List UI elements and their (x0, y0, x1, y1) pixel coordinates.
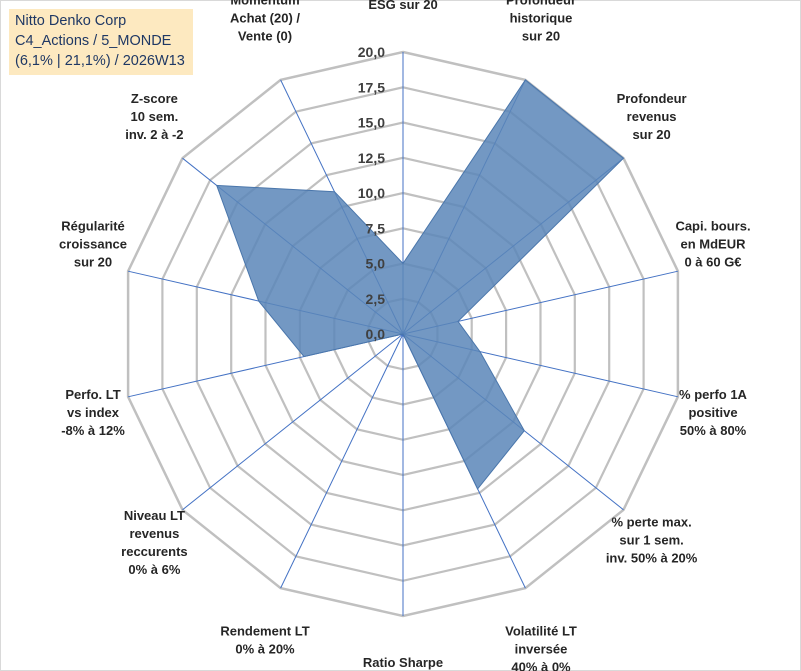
axis-label-line: sur 1 sem. (619, 532, 683, 547)
axis-label: Volatilité LT inversée 40% à 0% (505, 624, 577, 671)
axis-label: Z-score 10 sem. inv. 2 à -2 (125, 91, 183, 142)
axis-label-line: Ratio Sharpe (363, 655, 443, 670)
tick-label: 7,5 (366, 220, 386, 236)
portfolio-stats: (6,1% | 21,1%) / 2026W13 (15, 53, 185, 69)
series-area (215, 79, 625, 490)
axis-label-line: vs index (67, 405, 120, 420)
axis-label-line: revenus (129, 526, 179, 541)
tick-label: 5,0 (366, 256, 386, 272)
axis-label-line: reccurents (121, 544, 187, 559)
axis-label: % perfo 1A positive 50% à 80% (679, 387, 748, 438)
axis-label: Rendement LT 0% à 20% (220, 624, 309, 657)
axis-label-line: Achat (20) / (230, 11, 300, 26)
axis-label-line: inv. 50% à 20% (606, 550, 698, 565)
tick-label: 15,0 (358, 115, 385, 131)
axis-label-line: inversée (515, 642, 568, 657)
axis-label-line: positive (688, 405, 737, 420)
portfolio-path: C4_Actions / 5_MONDE (15, 33, 172, 49)
axis-spoke (182, 333, 404, 511)
series-layer (215, 79, 625, 490)
axis-label-line: Rendement LT (220, 624, 309, 639)
axis-label: Capi. bours. en MdEUR 0 à 60 G€ (675, 218, 750, 269)
axis-label-line: 50% à 80% (680, 423, 747, 438)
tick-label: 20,0 (358, 44, 385, 60)
axis-label-line: sur 20 (74, 254, 112, 269)
axis-label-line: revenus (627, 109, 677, 124)
axis-label-line: 0% à 6% (128, 562, 180, 577)
axis-label-line: sur 20 (632, 127, 670, 142)
axis-label-line: Profondeur (617, 91, 687, 106)
label-layer: NoteESG sur 20 Profondeur historique sur 20… (59, 0, 751, 671)
axis-label: Momentum Achat (20) / Vente (0) (230, 0, 300, 44)
axis-label-line: Profondeur (506, 0, 576, 8)
axis-label: Profondeur historique sur 20 (506, 0, 576, 44)
axis-label-line: Volatilité LT (505, 624, 577, 639)
tick-label: 2,5 (366, 291, 386, 307)
axis-label-line: inv. 2 à -2 (125, 127, 183, 142)
axis-label: Régularité croissance sur 20 (59, 218, 127, 269)
axis-label-line: 0 à 60 G€ (684, 254, 741, 269)
axis-label-line: % perte max. (611, 514, 691, 529)
axis-label-line: 0% à 20% (235, 642, 295, 657)
axis-label-line: Vente (0) (238, 29, 292, 44)
axis-label: Niveau LT revenus reccurents 0% à 6% (121, 508, 187, 577)
axis-label-line: sur 20 (522, 29, 560, 44)
axis-label-line: ESG sur 20 (368, 0, 437, 12)
axis-label-line: croissance (59, 236, 127, 251)
axis-label-line: historique (510, 11, 573, 26)
axis-label-line: 10 sem. (131, 109, 179, 124)
tick-label: 17,5 (358, 79, 385, 95)
company-name: Nitto Denko Corp (15, 13, 127, 29)
axis-label-line: Régularité (61, 218, 125, 233)
axis-label-line: -8% à 12% (61, 423, 125, 438)
axis-label: Ratio Sharpe0 à 1 (363, 655, 443, 671)
axis-label-line: Perfo. LT (65, 387, 120, 402)
tick-layer: 0,0 2,5 5,0 7,5 10,0 12,5 15,0 17,5 20,0 (358, 44, 385, 342)
tick-label: 12,5 (358, 150, 385, 166)
axis-label-line: Momentum (230, 0, 299, 8)
axis-label-line: Niveau LT (124, 508, 185, 523)
axis-label-line: en MdEUR (681, 236, 747, 251)
tick-label: 10,0 (358, 185, 385, 201)
tick-label: 0,0 (366, 326, 386, 342)
axis-label: % perte max. sur 1 sem. inv. 50% à 20% (606, 514, 698, 565)
axis-label-line: Z-score (131, 91, 178, 106)
axis-label: NoteESG sur 20 (368, 0, 437, 12)
info-box: Nitto Denko Corp C4_Actions / 5_MONDE (6… (9, 9, 193, 75)
axis-label: Perfo. LT vs index -8% à 12% (61, 387, 125, 438)
axis-label-line: Capi. bours. (675, 218, 750, 233)
axis-label-line: % perfo 1A (679, 387, 748, 402)
axis-spoke (280, 333, 404, 589)
axis-label: Profondeur revenus sur 20 (617, 91, 687, 142)
axis-label-line: 40% à 0% (511, 660, 571, 671)
